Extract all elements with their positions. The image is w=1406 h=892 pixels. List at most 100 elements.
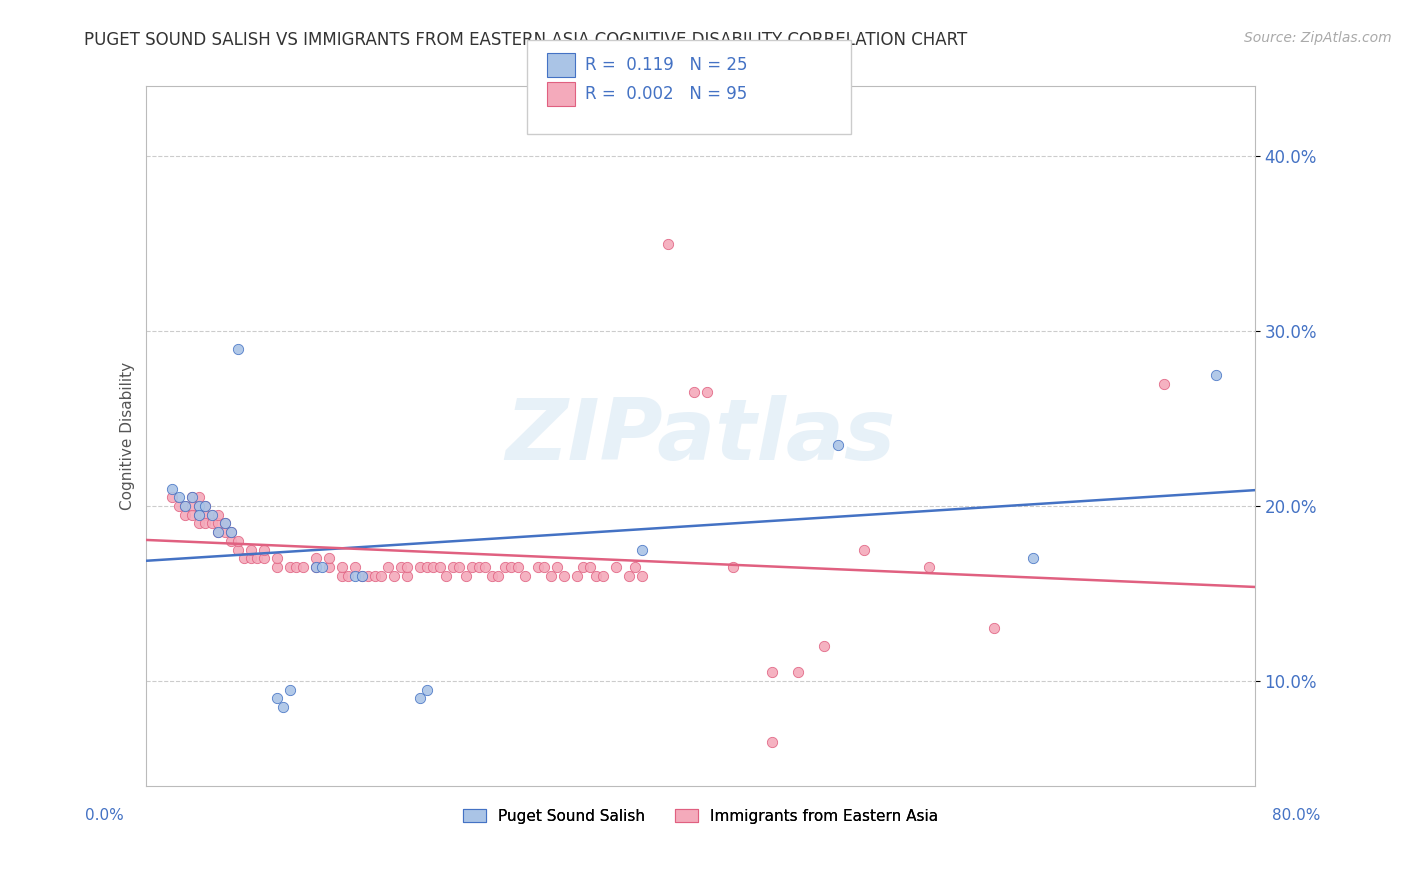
Point (494, 560, 516, 574)
Point (592, 569, 614, 583)
Point (1022, 551, 1045, 566)
Point (266, 551, 288, 566)
Y-axis label: Cognitive Disability: Cognitive Disability (121, 362, 135, 510)
Point (350, 569, 373, 583)
Point (343, 560, 366, 574)
Point (187, 516, 209, 531)
Point (318, 551, 340, 566)
Point (389, 560, 412, 574)
Point (214, 516, 236, 531)
Point (409, 691, 432, 706)
Point (239, 551, 262, 566)
Point (200, 508, 222, 522)
Text: 0.0%: 0.0% (86, 808, 124, 823)
Point (291, 560, 314, 574)
Text: PUGET SOUND SALISH VS IMMIGRANTS FROM EASTERN ASIA COGNITIVE DISABILITY CORRELAT: PUGET SOUND SALISH VS IMMIGRANTS FROM EA… (84, 31, 967, 49)
Point (214, 516, 236, 531)
Point (1205, 368, 1227, 382)
Point (266, 691, 288, 706)
Point (305, 560, 328, 574)
Point (572, 560, 595, 574)
Text: 80.0%: 80.0% (1272, 808, 1320, 823)
Point (167, 499, 190, 513)
Point (207, 516, 229, 531)
Point (434, 569, 457, 583)
Point (382, 569, 405, 583)
Point (624, 560, 647, 574)
Point (219, 525, 242, 540)
Point (416, 682, 439, 697)
Point (214, 525, 236, 540)
Point (305, 551, 328, 566)
Point (696, 385, 718, 400)
Point (194, 499, 217, 513)
Point (181, 499, 204, 513)
Point (396, 560, 419, 574)
Point (761, 665, 783, 679)
Point (226, 342, 249, 356)
Point (631, 542, 654, 557)
Legend: Puget Sound Salish, Immigrants from Eastern Asia: Puget Sound Salish, Immigrants from East… (463, 808, 939, 823)
Point (488, 569, 510, 583)
Point (787, 665, 810, 679)
Point (278, 560, 301, 574)
Point (194, 508, 217, 522)
Point (631, 569, 654, 583)
Point (162, 482, 184, 496)
Point (239, 542, 262, 557)
Point (617, 569, 640, 583)
Point (194, 516, 217, 531)
Point (187, 499, 209, 513)
Point (187, 490, 209, 504)
Point (852, 542, 875, 557)
Point (657, 236, 679, 251)
Point (553, 569, 575, 583)
Point (441, 560, 464, 574)
Point (813, 639, 835, 653)
Point (918, 560, 941, 574)
Point (526, 560, 548, 574)
Point (285, 560, 308, 574)
Point (377, 560, 399, 574)
Point (278, 682, 301, 697)
Point (207, 525, 229, 540)
Point (585, 569, 607, 583)
Point (454, 569, 477, 583)
Point (827, 438, 849, 452)
Point (207, 508, 229, 522)
Point (305, 560, 328, 574)
Point (409, 560, 432, 574)
Point (416, 560, 439, 574)
Point (350, 569, 373, 583)
Point (219, 525, 242, 540)
Point (246, 551, 269, 566)
Text: ZIPatlas: ZIPatlas (506, 394, 896, 477)
Point (219, 533, 242, 548)
Point (449, 560, 471, 574)
Point (187, 508, 209, 522)
Point (506, 560, 529, 574)
Point (200, 508, 222, 522)
Point (226, 542, 249, 557)
Point (396, 569, 419, 583)
Point (422, 560, 444, 574)
Point (200, 516, 222, 531)
Point (343, 569, 366, 583)
Point (546, 560, 568, 574)
Point (605, 560, 627, 574)
Point (461, 560, 484, 574)
Point (578, 560, 600, 574)
Point (501, 560, 523, 574)
Text: R =  0.002   N = 95: R = 0.002 N = 95 (585, 85, 747, 103)
Point (683, 385, 706, 400)
Point (174, 499, 197, 513)
Point (253, 542, 276, 557)
Point (318, 560, 340, 574)
Point (330, 560, 353, 574)
Text: R =  0.119   N = 25: R = 0.119 N = 25 (585, 55, 748, 74)
Point (233, 551, 256, 566)
Point (181, 490, 204, 504)
Point (194, 499, 217, 513)
Point (513, 569, 536, 583)
Point (187, 508, 209, 522)
